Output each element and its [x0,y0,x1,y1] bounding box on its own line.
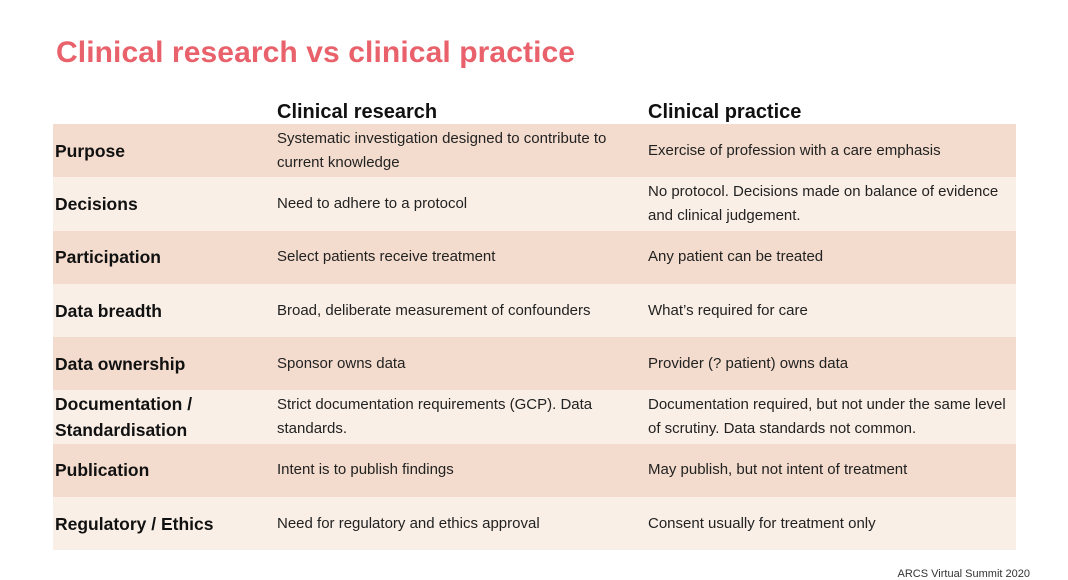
research-cell: Strict documentation requirements (GCP).… [277,396,593,438]
slide-title: Clinical research vs clinical practice [56,36,576,69]
table-row-data-breadth: Data breadth Broad, deliberate measureme… [53,283,1016,338]
research-cell: Intent is to publish findings [277,461,454,479]
row-label: Data ownership [55,353,186,374]
column-header-practice: Clinical practice [648,101,802,123]
comparison-table: Purpose Systematic investigation designe… [53,124,1016,551]
table-row-participation: Participation Select patients receive tr… [53,230,1016,284]
footer-caption: ARCS Virtual Summit 2020 [897,568,1030,580]
practice-cell: Provider (? patient) owns data [648,354,849,372]
practice-cell: Any patient can be treated [648,248,824,266]
table-row-regulatory: Regulatory / Ethics Need for regulatory … [53,497,1016,551]
table-row-data-ownership: Data ownership Sponsor owns data Provide… [53,337,1016,391]
research-cell: Broad, deliberate measurement of confoun… [277,301,591,319]
practice-cell: What’s required for care [648,301,808,319]
row-label: Documentation / Standardisation [55,394,193,441]
table-row-documentation: Documentation / Standardisation Strict d… [53,390,1016,444]
column-header-research: Clinical research [277,101,438,123]
practice-cell: Documentation required, but not under th… [648,396,1006,438]
table-row-purpose: Purpose Systematic investigation designe… [53,124,1016,178]
research-cell: Need for regulatory and ethics approval [277,514,540,532]
research-cell: Systematic investigation designed to con… [277,129,607,171]
row-label: Participation [55,247,161,268]
row-label: Publication [55,460,150,481]
table-row-publication: Publication Intent is to publish finding… [53,443,1016,498]
row-label: Regulatory / Ethics [55,513,214,534]
table-row-decisions: Decisions Need to adhere to a protocol N… [53,177,1016,231]
row-label: Data breadth [55,300,162,321]
practice-cell: No protocol. Decisions made on balance o… [648,182,999,224]
practice-cell: Exercise of profession with a care empha… [648,141,941,159]
research-cell: Need to adhere to a protocol [277,194,468,212]
research-cell: Select patients receive treatment [277,248,496,266]
research-cell: Sponsor owns data [277,354,406,372]
practice-cell: Consent usually for treatment only [648,514,876,532]
row-label: Decisions [55,193,138,214]
row-label: Purpose [55,140,126,161]
practice-cell: May publish, but not intent of treatment [648,461,908,479]
